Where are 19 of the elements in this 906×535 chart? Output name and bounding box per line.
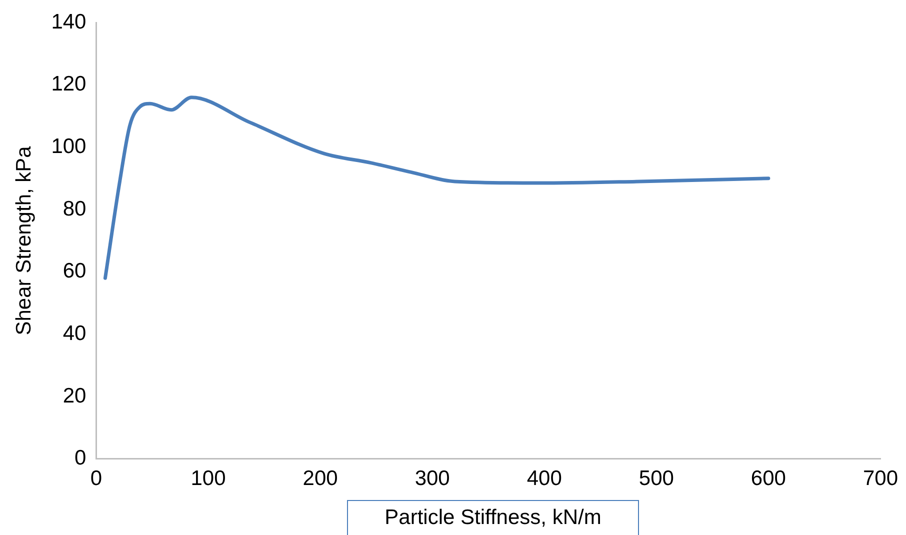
y-tick-label: 60 [62, 260, 86, 283]
x-tick-label: 500 [638, 467, 674, 490]
line-series [103, 96, 770, 280]
x-tick-label: 300 [414, 467, 450, 490]
x-axis-title: Particle Stiffness, kN/m [347, 500, 639, 535]
x-tick-label: 100 [190, 467, 226, 490]
y-tick-label: 40 [62, 322, 86, 345]
y-tick-label: 80 [62, 197, 86, 220]
x-tick-label: 0 [90, 467, 102, 490]
y-axis-title: Shear Strength, kPa [12, 146, 36, 336]
y-tick-label: 20 [62, 384, 86, 408]
x-tick-label: 700 [862, 467, 898, 490]
y-tick-label: 0 [74, 446, 86, 470]
x-tick-label: 400 [526, 467, 562, 490]
x-tick-label: 600 [750, 467, 786, 490]
y-tick-label: 120 [51, 72, 86, 96]
y-tick-label: 140 [51, 10, 86, 34]
x-tick-label: 200 [302, 467, 338, 490]
y-tick-label: 100 [51, 135, 86, 158]
